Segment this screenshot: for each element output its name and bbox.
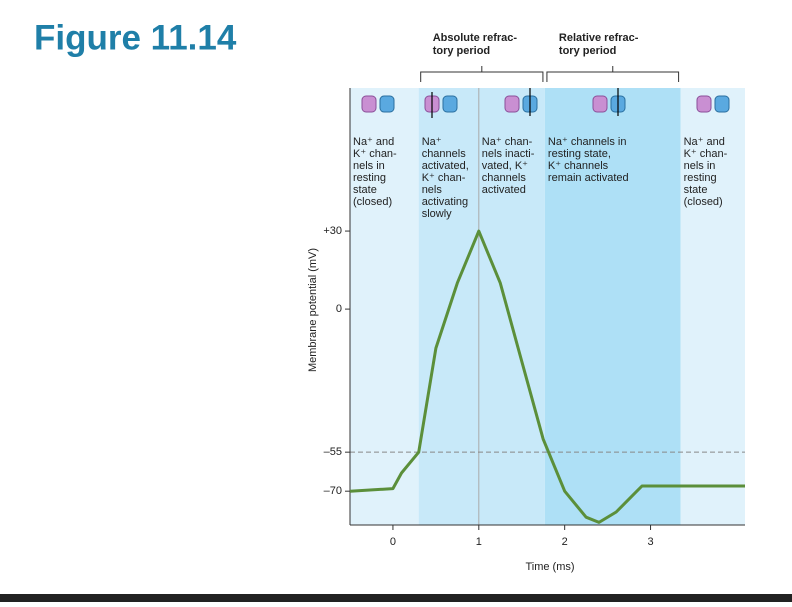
y-tick-label: –70 (324, 485, 342, 497)
region-label: activating (422, 196, 468, 208)
bracket (420, 66, 544, 82)
bracket-label: tory period (559, 45, 616, 57)
region-label: activated (482, 184, 526, 196)
region-label: nels in (684, 160, 716, 172)
region-label: K⁺ chan- (353, 148, 397, 160)
region-label: state (684, 184, 708, 196)
region-label: K⁺ chan- (684, 148, 728, 160)
x-tick-label: 1 (476, 536, 482, 548)
y-tick-label: –55 (324, 446, 342, 458)
region-label: Na⁺ channels in (548, 136, 627, 148)
icon-pair (361, 95, 395, 113)
icon-pair (696, 95, 730, 113)
bracket (546, 66, 680, 82)
x-tick-label: 2 (562, 536, 568, 548)
voltage-line (349, 229, 745, 524)
region-label: nels in (353, 160, 385, 172)
region-label: activated, (422, 160, 469, 172)
region-label: channels (482, 172, 527, 184)
region-label: resting (353, 172, 386, 184)
icon-pair (424, 92, 458, 118)
region-label: vated, K⁺ (482, 160, 528, 172)
region-label: (closed) (353, 196, 392, 208)
region-label: nels inacti- (482, 148, 535, 160)
bottom-bar (0, 594, 792, 602)
y-axis-label: Membrane potential (mV) (307, 248, 319, 372)
bracket-label: Absolute refrac- (433, 32, 518, 44)
region-label: Na⁺ (422, 136, 442, 148)
region-label: resting state, (548, 148, 611, 160)
region-label: channels (422, 148, 467, 160)
bracket-label: tory period (433, 45, 490, 57)
region-label: K⁺ channels (548, 160, 609, 172)
channel-icons (361, 88, 730, 118)
region-label: remain activated (548, 172, 629, 184)
region-label: slowly (422, 208, 452, 220)
region-label: Na⁺ and (353, 136, 394, 148)
figure-title: Figure 11.14 (34, 18, 237, 57)
region-label: resting (684, 172, 717, 184)
region-label: (closed) (684, 196, 723, 208)
y-tick-label: +30 (323, 225, 342, 237)
y-tick-label: 0 (336, 303, 342, 315)
bracket-label: Relative refrac- (559, 32, 639, 44)
region-label: Na⁺ and (684, 136, 725, 148)
x-tick-label: 0 (390, 536, 396, 548)
region-label: Na⁺ chan- (482, 136, 533, 148)
x-tick-label: 3 (647, 536, 653, 548)
icon-pair (504, 88, 538, 116)
region-label: nels (422, 184, 443, 196)
region-label: K⁺ chan- (422, 172, 466, 184)
region-label: state (353, 184, 377, 196)
x-axis-label: Time (ms) (525, 561, 574, 573)
icon-pair (592, 88, 626, 116)
